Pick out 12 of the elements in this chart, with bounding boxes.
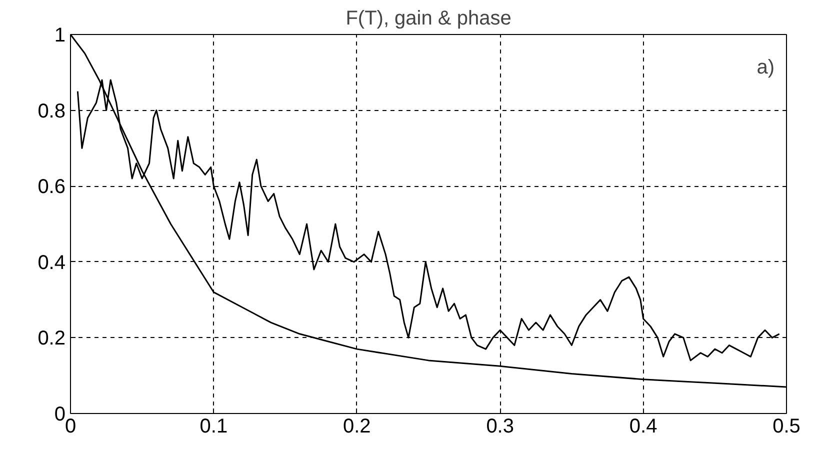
x-tick-label: 0.2 [343, 416, 371, 438]
y-tick-label: 0.8 [38, 100, 66, 122]
y-tick-label: 1 [54, 24, 66, 46]
chart-title: F(T), gain & phase [346, 8, 512, 30]
x-tick-label: 0.3 [486, 416, 514, 438]
y-tick-label: 0.4 [38, 252, 66, 274]
annotation: a) [756, 56, 775, 78]
y-tick-label: 0.6 [38, 176, 66, 198]
x-tick-label: 0.1 [200, 416, 228, 438]
x-tick-label: 0.5 [772, 416, 800, 438]
x-tick-label: 0.4 [629, 416, 658, 438]
y-tick-label: 0.2 [38, 328, 66, 350]
